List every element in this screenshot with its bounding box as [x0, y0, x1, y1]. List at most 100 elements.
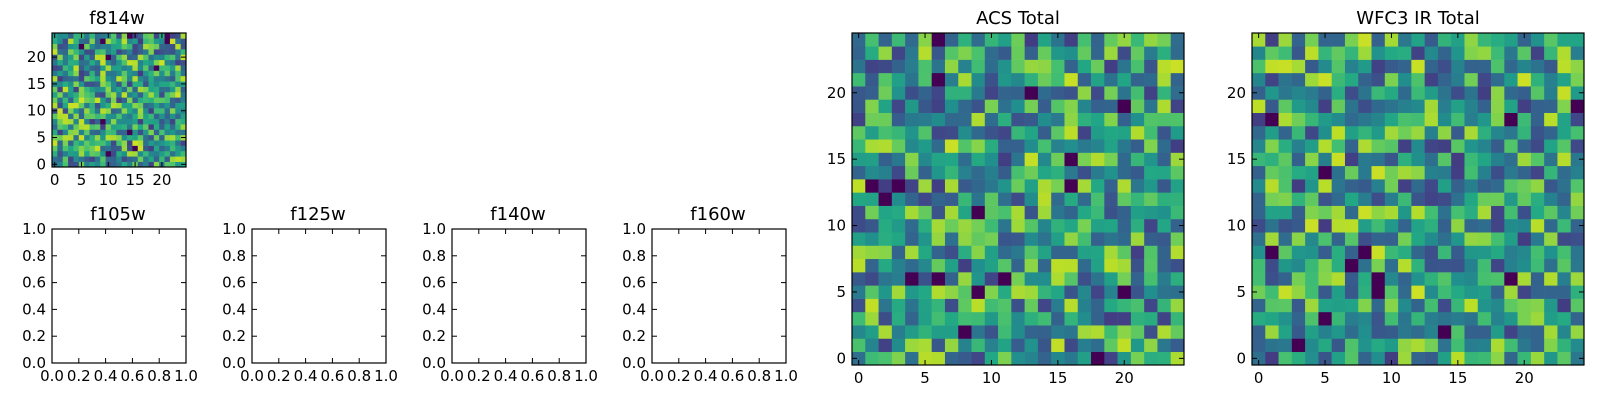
heatmap-cell	[1157, 125, 1172, 140]
heatmap-cell	[1051, 351, 1065, 366]
heatmap-cell	[998, 33, 1012, 47]
heatmap-cell	[1011, 152, 1025, 167]
heatmap-cell	[175, 118, 181, 125]
heatmap-cell	[1557, 165, 1572, 180]
heatmap-cell	[1144, 99, 1158, 113]
axes-frame-acs-total	[851, 32, 1185, 366]
heatmap-cell	[1318, 232, 1332, 246]
heatmap-cell	[1344, 192, 1359, 206]
heatmap-cell	[180, 118, 187, 125]
heatmap-cell	[1170, 218, 1185, 233]
heatmap-cell	[1157, 245, 1172, 260]
heatmap-cell	[105, 54, 112, 61]
heatmap-cell	[137, 156, 144, 162]
heatmap-cell	[1344, 152, 1359, 167]
heatmap-cell	[958, 298, 972, 313]
heatmap-cell	[1517, 245, 1532, 260]
heatmap-cell	[1051, 338, 1065, 353]
heatmap-cell	[1157, 152, 1172, 167]
heatmap-cell	[1358, 112, 1372, 127]
heatmap-cell	[984, 285, 999, 299]
x-tick-label: 0.6	[720, 367, 744, 385]
heatmap-cell	[110, 59, 117, 66]
heatmap-cell	[931, 245, 946, 260]
heatmap-cell	[180, 140, 187, 146]
heatmap-cell	[127, 33, 133, 39]
heatmap-cell	[132, 118, 139, 125]
heatmap-cell	[971, 72, 986, 87]
heatmap-cell	[1051, 325, 1065, 339]
axes-ticks-f105w: 0.0 0.2 0.4 0.6 0.8 1.00.00.20.40.60.81.0	[22, 220, 198, 385]
heatmap-cell	[1384, 325, 1399, 339]
heatmap-cell	[1064, 112, 1079, 127]
heatmap-cell	[1011, 272, 1025, 286]
heatmap-cell	[1157, 139, 1172, 153]
heatmap-cell	[971, 298, 986, 313]
heatmap-cell	[1265, 99, 1279, 113]
heatmap-cell	[1318, 99, 1332, 113]
heatmap-cell	[1411, 338, 1425, 353]
heatmap-cell	[1557, 99, 1572, 113]
heatmap-cell	[1117, 112, 1132, 127]
heatmap-cell	[944, 125, 959, 140]
heatmap-cell	[1278, 272, 1293, 286]
heatmap-cell	[52, 86, 58, 93]
heatmap-cell	[944, 272, 959, 286]
heatmap-cell	[1358, 125, 1372, 140]
heatmap-cell	[121, 150, 128, 157]
heatmap-cell	[121, 134, 128, 141]
heatmap-cell	[1051, 125, 1065, 140]
heatmap-cell	[1305, 46, 1319, 60]
heatmap-cell	[1437, 205, 1452, 220]
heatmap-cell	[57, 118, 64, 125]
heatmap-cell	[958, 59, 972, 74]
heatmap-cell	[1024, 205, 1039, 220]
heatmap-cell	[1130, 258, 1145, 273]
heatmap-cell	[918, 192, 932, 206]
heatmap-cell	[1371, 205, 1386, 220]
heatmap-cell	[918, 325, 932, 339]
heatmap-cell	[1424, 46, 1439, 60]
heatmap-cell	[1077, 86, 1092, 100]
heatmap-cell	[905, 232, 919, 246]
heatmap-cell	[1091, 72, 1105, 87]
heatmap-cell	[127, 118, 133, 125]
heatmap-cell	[998, 139, 1012, 153]
heatmap-cell	[1464, 311, 1479, 326]
heatmap-cell	[1064, 351, 1079, 366]
heatmap-cell	[1144, 272, 1158, 286]
heatmap-cell	[905, 59, 919, 74]
heatmap-cell	[865, 205, 879, 220]
heatmap-cell	[1477, 192, 1492, 206]
heatmap-cell	[1557, 232, 1572, 246]
y-tick-label: 0.2	[422, 327, 446, 345]
heatmap-cell	[100, 113, 106, 120]
heatmap-cell	[153, 124, 160, 130]
heatmap-cell	[1305, 179, 1319, 193]
heatmap-cell	[1278, 179, 1293, 193]
heatmap-cell	[971, 165, 986, 180]
heatmap-cell	[68, 54, 74, 61]
heatmap-cell	[73, 118, 80, 125]
heatmap-cell	[1170, 99, 1185, 113]
heatmap-cell	[1557, 205, 1572, 220]
heatmap-cell	[84, 65, 90, 71]
heatmap-cell	[1437, 165, 1452, 180]
heatmap-cell	[878, 232, 893, 246]
heatmap-cell	[1305, 139, 1319, 153]
heatmap-cell	[1117, 245, 1132, 260]
heatmap-cell	[958, 192, 972, 206]
heatmap-cell	[852, 72, 866, 87]
heatmap-cell	[164, 59, 171, 66]
heatmap-cell	[944, 139, 959, 153]
heatmap-cell	[110, 65, 117, 71]
heatmap-cell	[1130, 232, 1145, 246]
heatmap-cell	[1024, 46, 1039, 60]
heatmap-cell	[1491, 258, 1505, 273]
heatmap-cell	[1117, 152, 1132, 167]
heatmap-cell	[1265, 165, 1279, 180]
panel-title-acs-total: ACS Total	[976, 8, 1060, 29]
heatmap-cell	[1144, 245, 1158, 260]
heatmap-cell	[1037, 46, 1052, 60]
